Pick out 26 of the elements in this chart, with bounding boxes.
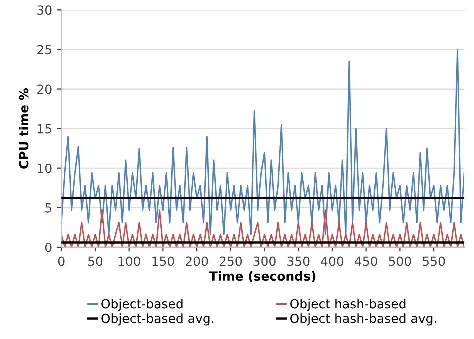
x-tick-label: 0 xyxy=(58,256,65,266)
x-tick-label: 450 xyxy=(355,256,378,266)
y-tick-label: 0 xyxy=(45,242,52,252)
x-tick-label: 250 xyxy=(220,256,242,266)
y-axis-title: CPU time % xyxy=(19,88,29,169)
x-tick-label: 500 xyxy=(389,256,412,266)
legend-label: Object hash-based xyxy=(290,299,406,312)
x-tick-label: 350 xyxy=(288,256,310,266)
y-tick-label: 25 xyxy=(38,45,52,55)
x-axis-title: Time (seconds) xyxy=(209,271,316,283)
y-tick-label: 10 xyxy=(38,164,52,174)
legend-label: Object hash-based avg. xyxy=(290,314,436,326)
x-tick-label: 550 xyxy=(423,256,446,266)
y-tick-label: 15 xyxy=(38,124,52,134)
x-tick-label: 300 xyxy=(254,256,276,266)
x-tick-label: 200 xyxy=(186,256,208,266)
x-tick-label: 100 xyxy=(118,256,140,266)
y-tick-label: 5 xyxy=(46,204,52,213)
line-series xyxy=(62,49,465,236)
x-tick-label: 400 xyxy=(321,256,344,266)
legend-label: Object-based xyxy=(102,299,183,312)
x-tick-label: 50 xyxy=(88,256,103,266)
y-tick-label: 20 xyxy=(38,84,52,94)
x-tick-label: 150 xyxy=(152,256,174,266)
legend-label: Object-based avg. xyxy=(102,314,214,326)
y-tick-label: 30 xyxy=(38,6,52,16)
